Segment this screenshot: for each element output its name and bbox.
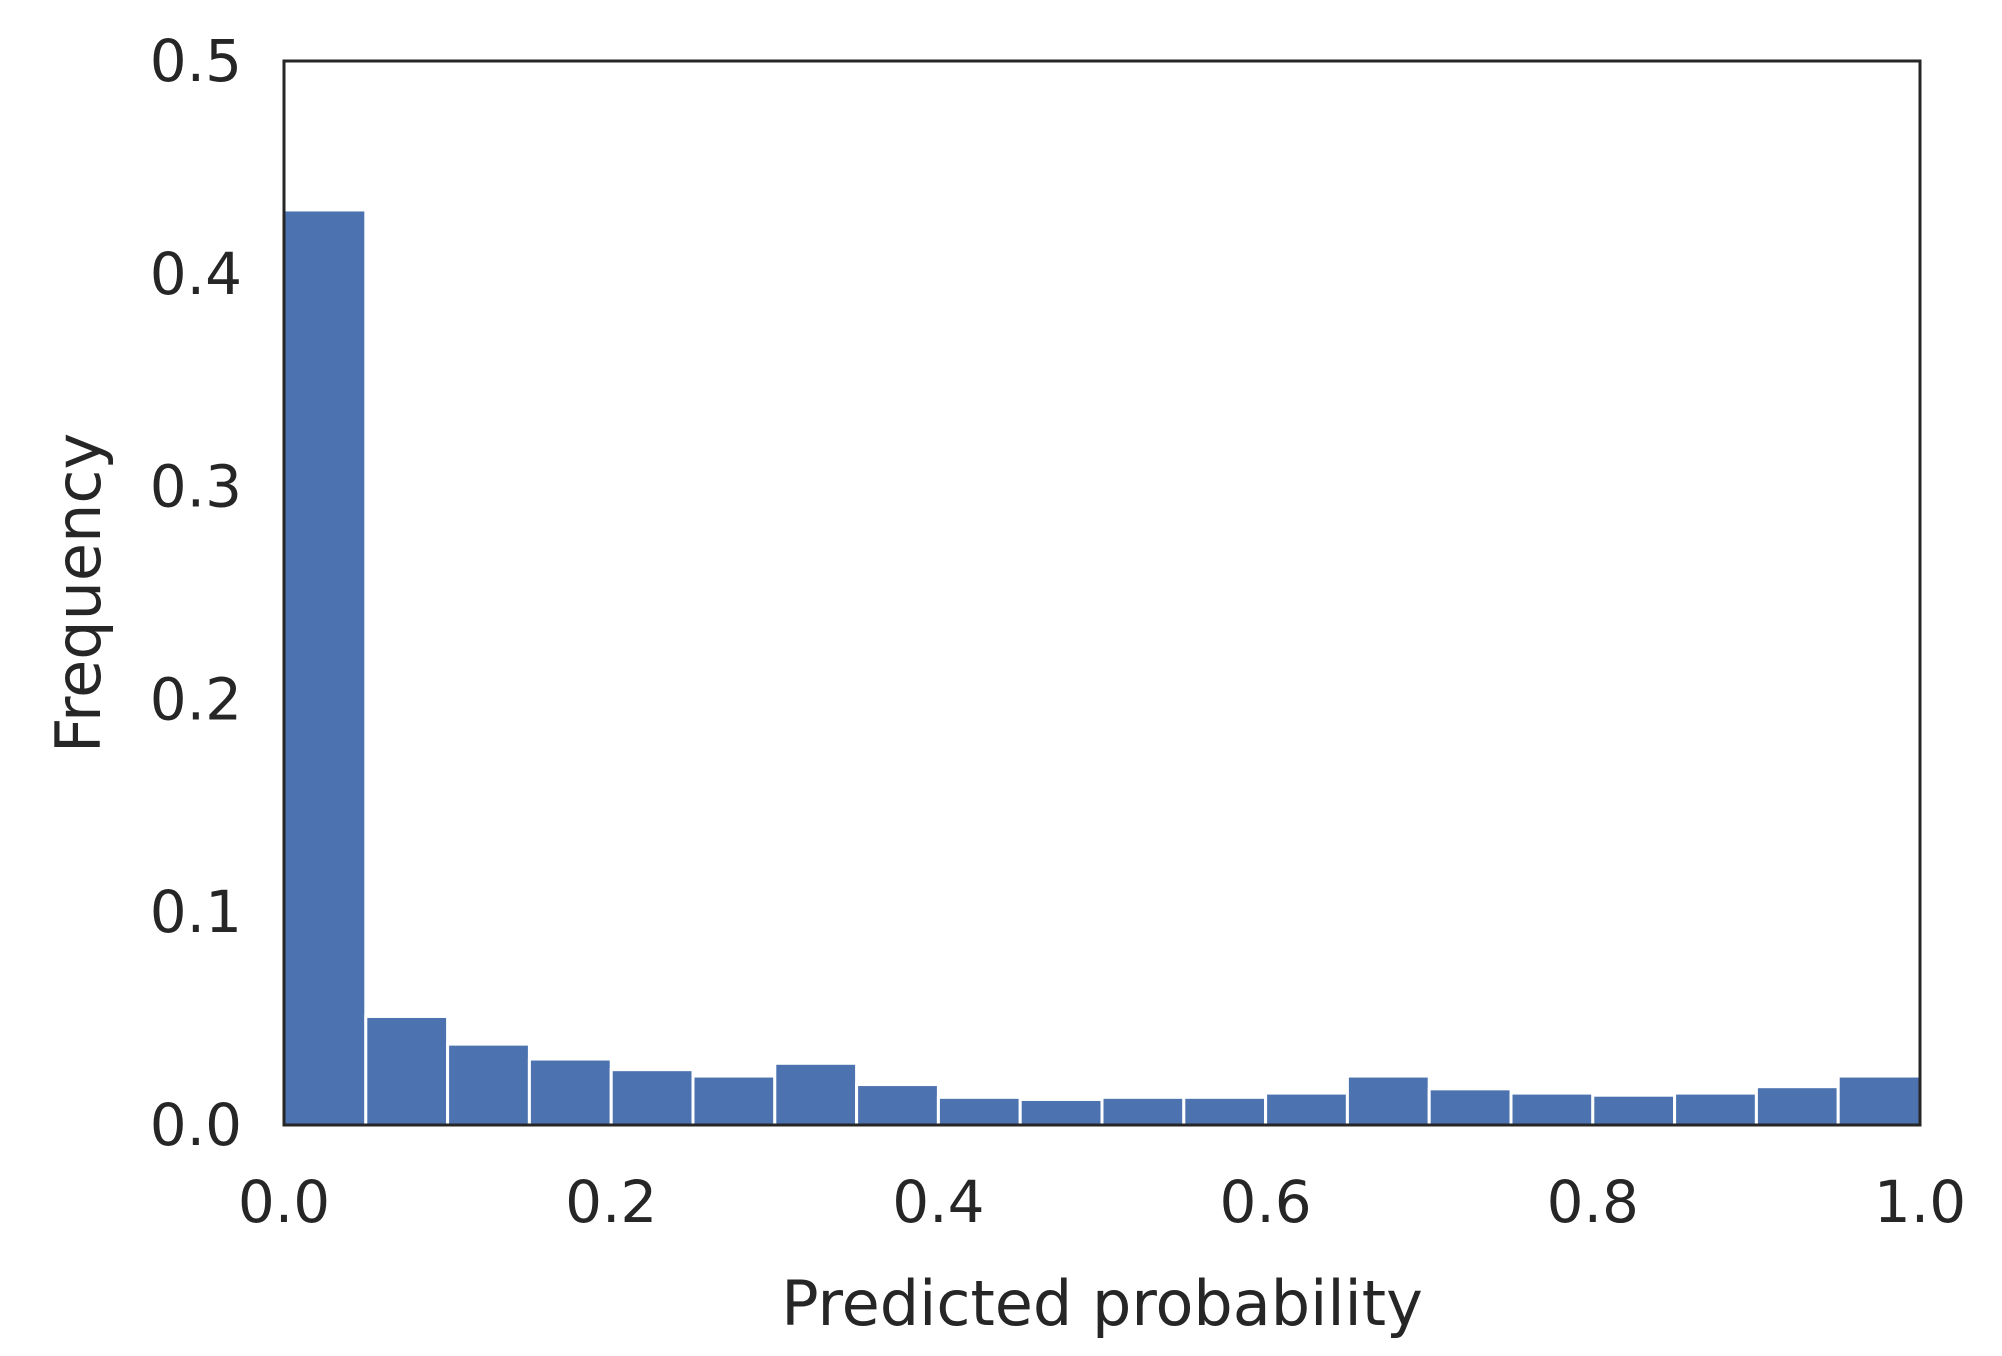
histogram-bar bbox=[1345, 1074, 1431, 1127]
histogram-bar bbox=[936, 1095, 1022, 1127]
histogram-bar bbox=[691, 1074, 777, 1127]
x-tick-label: 0.6 bbox=[1219, 1168, 1311, 1236]
histogram-bar bbox=[1100, 1095, 1186, 1127]
x-tick-label: 0.2 bbox=[565, 1168, 657, 1236]
histogram-bar bbox=[855, 1083, 940, 1127]
x-tick-label: 0.8 bbox=[1547, 1168, 1639, 1236]
y-axis-ticks: 0.0 0.1 0.2 0.3 0.4 0.5 bbox=[150, 27, 242, 1159]
y-tick-label: 0.1 bbox=[150, 878, 242, 946]
plot-frame bbox=[282, 59, 1922, 1127]
histogram-bar bbox=[282, 208, 368, 1127]
bars-group bbox=[282, 208, 1922, 1127]
histogram-bar bbox=[364, 1014, 450, 1127]
x-axis-ticks: 0.0 0.2 0.4 0.6 0.8 1.0 bbox=[238, 1168, 1966, 1236]
x-tick-label: 0.0 bbox=[238, 1168, 330, 1236]
y-tick-label: 0.4 bbox=[150, 240, 242, 308]
y-axis-label: Frequency bbox=[42, 433, 115, 753]
histogram-bar bbox=[1836, 1074, 1922, 1127]
histogram-bar bbox=[773, 1061, 859, 1127]
y-tick-label: 0.3 bbox=[150, 453, 242, 521]
histogram-bar bbox=[446, 1042, 531, 1127]
histogram-bar bbox=[1427, 1087, 1513, 1127]
x-tick-label: 0.4 bbox=[892, 1168, 984, 1236]
histogram-bar bbox=[1264, 1091, 1349, 1127]
x-tick-label: 1.0 bbox=[1874, 1168, 1966, 1236]
y-tick-label: 0.2 bbox=[150, 665, 242, 733]
histogram-bar bbox=[1673, 1091, 1758, 1127]
histogram-bar bbox=[609, 1068, 695, 1127]
histogram-bar bbox=[527, 1057, 613, 1127]
histogram-bar bbox=[1754, 1085, 1840, 1127]
histogram-bar bbox=[1018, 1097, 1104, 1127]
y-tick-label: 0.0 bbox=[150, 1091, 242, 1159]
histogram-bar bbox=[1182, 1095, 1268, 1127]
y-tick-label: 0.5 bbox=[150, 27, 242, 95]
histogram-bar bbox=[1591, 1093, 1677, 1127]
histogram-bar bbox=[1509, 1091, 1595, 1127]
x-axis-label: Predicted probability bbox=[781, 1267, 1423, 1340]
